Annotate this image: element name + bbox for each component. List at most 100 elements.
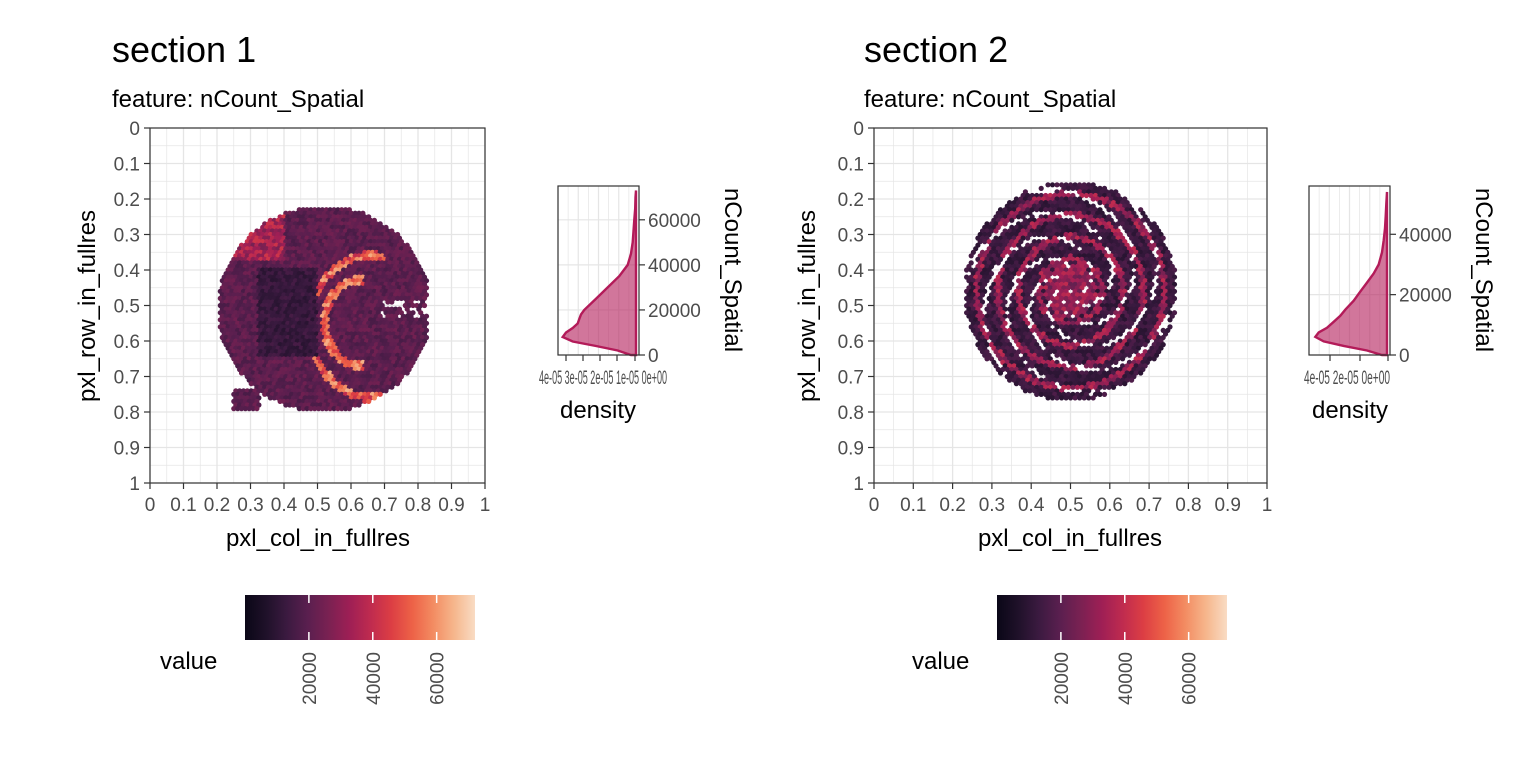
spot bbox=[984, 356, 990, 362]
spot bbox=[1063, 395, 1069, 401]
spot bbox=[1040, 231, 1047, 238]
x-tick-label: 0.6 bbox=[338, 495, 364, 516]
spot bbox=[377, 391, 383, 397]
density-y-tick-label: 20000 bbox=[648, 301, 701, 322]
y-tick-label: 0.9 bbox=[838, 439, 864, 460]
section-2-title: section 2 bbox=[864, 29, 1008, 70]
spot bbox=[1097, 292, 1103, 298]
section-2-colorbar-title: value bbox=[912, 648, 969, 675]
spot bbox=[1077, 395, 1083, 401]
spot bbox=[1068, 395, 1074, 401]
spot bbox=[1056, 207, 1062, 213]
spot bbox=[1063, 210, 1069, 216]
x-tick-label: 0 bbox=[869, 495, 880, 516]
section-2-panel: section 2 feature: nCount_Spatial 0 0.1 0.… bbox=[794, 29, 1497, 705]
y-tick-label: 0.5 bbox=[838, 297, 864, 318]
section-2-subtitle: feature: nCount_Spatial bbox=[864, 86, 1116, 113]
spot bbox=[398, 295, 404, 301]
x-tick-label: 0.3 bbox=[237, 495, 263, 516]
y-tick-label: 0.9 bbox=[114, 439, 140, 460]
spot bbox=[995, 260, 1001, 266]
section-1-density-x-label: density bbox=[560, 397, 636, 424]
spot bbox=[1086, 338, 1092, 344]
spot bbox=[1027, 388, 1033, 394]
spot bbox=[383, 388, 389, 394]
section-2-y-axis-label: pxl_row_in_fullres bbox=[794, 210, 821, 402]
spot bbox=[410, 302, 416, 309]
spot bbox=[1086, 317, 1092, 323]
spot bbox=[1009, 217, 1015, 223]
spot bbox=[1120, 356, 1126, 362]
spot bbox=[1029, 363, 1035, 369]
spot bbox=[1104, 338, 1110, 344]
spot bbox=[356, 402, 362, 408]
spot bbox=[1122, 381, 1128, 387]
spot bbox=[1049, 182, 1056, 188]
spot bbox=[1077, 359, 1083, 365]
spot bbox=[1063, 331, 1069, 337]
spot bbox=[395, 295, 401, 301]
section-2-x-axis-label: pxl_col_in_fullres bbox=[978, 525, 1162, 552]
spot bbox=[1088, 363, 1094, 369]
spot bbox=[1016, 214, 1022, 220]
x-tick-label: 0.3 bbox=[979, 495, 1005, 516]
spot bbox=[414, 295, 420, 301]
section-1-spots bbox=[217, 207, 430, 412]
section-1-y-axis-label: pxl_row_in_fullres bbox=[74, 210, 101, 402]
spot bbox=[389, 299, 395, 305]
spot bbox=[1083, 299, 1089, 305]
y-tick-label: 0.4 bbox=[838, 261, 865, 282]
section-2-density-x-tick-labels: 4e-05 2e-05 0e+00 bbox=[1304, 368, 1390, 389]
spot bbox=[1049, 395, 1056, 401]
y-tick-label: 0.2 bbox=[114, 190, 140, 211]
x-tick-label: 0.9 bbox=[438, 495, 464, 516]
spot bbox=[997, 370, 1004, 376]
section-1-y-ticks: 00.10.20.30.40.50.60.70.80.91 bbox=[114, 119, 150, 495]
x-tick-label: 0.9 bbox=[1214, 495, 1240, 516]
section-1-x-axis-label: pxl_col_in_fullres bbox=[226, 525, 410, 552]
spot bbox=[1002, 221, 1008, 227]
x-tick-label: 0.4 bbox=[271, 495, 298, 516]
spot bbox=[1097, 200, 1103, 206]
spot bbox=[1070, 185, 1076, 191]
spot bbox=[366, 398, 372, 404]
spot bbox=[993, 228, 999, 234]
y-tick-label: 0.3 bbox=[114, 226, 140, 247]
x-tick-label: 0.4 bbox=[1018, 495, 1045, 516]
spot bbox=[1072, 395, 1078, 401]
x-tick-label: 0.1 bbox=[900, 495, 926, 516]
spot bbox=[1038, 185, 1044, 191]
x-tick-label: 0.2 bbox=[204, 495, 230, 516]
y-tick-label: 0.7 bbox=[838, 368, 864, 389]
y-tick-label: 0.2 bbox=[838, 190, 864, 211]
spot bbox=[421, 302, 428, 309]
x-tick-label: 0.5 bbox=[1057, 495, 1083, 516]
spot bbox=[1101, 313, 1108, 319]
spot bbox=[404, 370, 410, 376]
spot bbox=[1011, 242, 1017, 248]
spot bbox=[1097, 391, 1103, 397]
colorbar-tick-label: 40000 bbox=[1116, 652, 1137, 705]
section-1-title: section 1 bbox=[112, 29, 256, 70]
spot bbox=[1142, 342, 1148, 348]
spot bbox=[1092, 363, 1099, 369]
y-tick-label: 0.6 bbox=[114, 332, 140, 353]
spot bbox=[1074, 214, 1080, 220]
x-tick-label: 0.7 bbox=[371, 495, 397, 516]
x-tick-label: 0.2 bbox=[939, 495, 965, 516]
spot bbox=[1101, 391, 1108, 397]
spot bbox=[254, 406, 260, 412]
spot bbox=[1068, 210, 1074, 216]
colorbar-tick-label: 20000 bbox=[300, 652, 321, 705]
spot bbox=[1059, 395, 1065, 401]
density-y-tick-label: 0 bbox=[1399, 346, 1410, 367]
x-tick-label: 0 bbox=[145, 495, 156, 516]
density-y-tick-label: 60000 bbox=[648, 211, 701, 232]
spot bbox=[389, 384, 395, 390]
spot bbox=[1034, 207, 1040, 213]
spot bbox=[1074, 384, 1080, 390]
x-tick-label: 0.8 bbox=[1175, 495, 1201, 516]
